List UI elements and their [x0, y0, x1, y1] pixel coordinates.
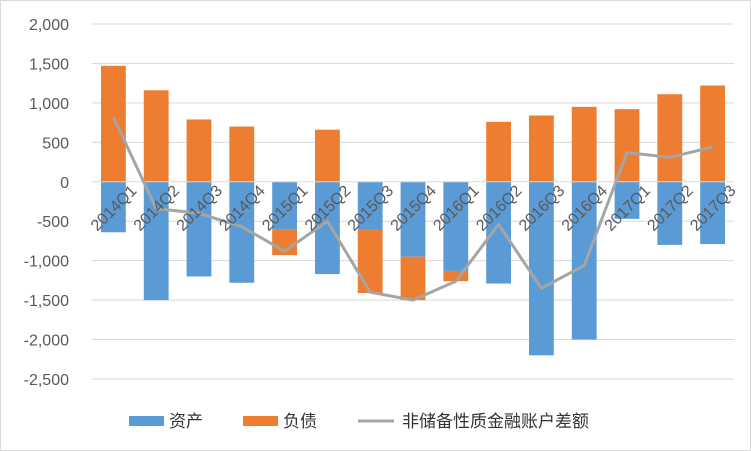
bar-liabilities	[100, 65, 126, 182]
bar-assets	[143, 181, 169, 301]
y-tick-label: -1,500	[24, 293, 69, 310]
line-series	[112, 116, 713, 302]
y-tick-label: -1,000	[24, 254, 69, 271]
y-tick-label: -500	[37, 214, 69, 231]
y-tick-label: 500	[42, 135, 69, 152]
y-axis-tick-labels: 2,000 1,500 1,000 500 0 -500 -1,000 -1,500 -2,00…	[24, 17, 69, 389]
bar-liabilities	[400, 256, 426, 301]
bar-assets	[186, 181, 212, 277]
bar-liabilities	[614, 109, 640, 182]
legend-net-financial-account: 非储备性质金融账户差额	[358, 412, 589, 431]
bar-assets	[486, 181, 512, 284]
bar-assets	[614, 181, 640, 219]
line-net-financial-account	[112, 116, 713, 302]
legend-liabilities: 负债	[243, 412, 317, 431]
y-tick-label: -2,500	[24, 372, 69, 389]
bar-assets	[700, 181, 726, 245]
bar-liabilities	[443, 270, 469, 282]
legend: 资产 负债 非储备性质金融账户差额	[129, 412, 589, 431]
bar-assets	[657, 181, 683, 245]
bar-assets	[357, 181, 383, 230]
bar-assets	[571, 181, 597, 340]
legend-label: 资产	[169, 412, 203, 431]
bar-assets	[443, 181, 469, 271]
bar-liabilities	[143, 90, 169, 182]
bar-liabilities	[571, 106, 597, 182]
legend-label: 非储备性质金融账户差额	[402, 412, 589, 431]
y-tick-label: 0	[60, 175, 69, 192]
bars	[100, 65, 726, 356]
bar-liabilities	[486, 121, 512, 182]
legend-swatch	[243, 416, 278, 426]
legend-swatch	[129, 416, 164, 426]
bar-assets	[528, 181, 554, 356]
bar-liabilities	[357, 229, 383, 294]
y-tick-label: 2,000	[29, 17, 69, 34]
y-tick-label: -2,000	[24, 333, 69, 350]
bar-liabilities	[528, 115, 554, 182]
bar-liabilities	[657, 94, 683, 182]
bar-liabilities	[700, 85, 726, 182]
y-tick-label: 1,000	[29, 96, 69, 113]
bar-assets	[400, 181, 426, 257]
bar-assets	[100, 181, 126, 233]
bar-assets	[272, 181, 298, 230]
bar-liabilities	[229, 126, 255, 182]
legend-label: 负债	[283, 412, 317, 431]
bar-liabilities	[314, 129, 340, 182]
y-tick-label: 1,500	[29, 56, 69, 73]
bar-liabilities	[186, 119, 212, 182]
legend-assets: 资产	[129, 412, 203, 431]
